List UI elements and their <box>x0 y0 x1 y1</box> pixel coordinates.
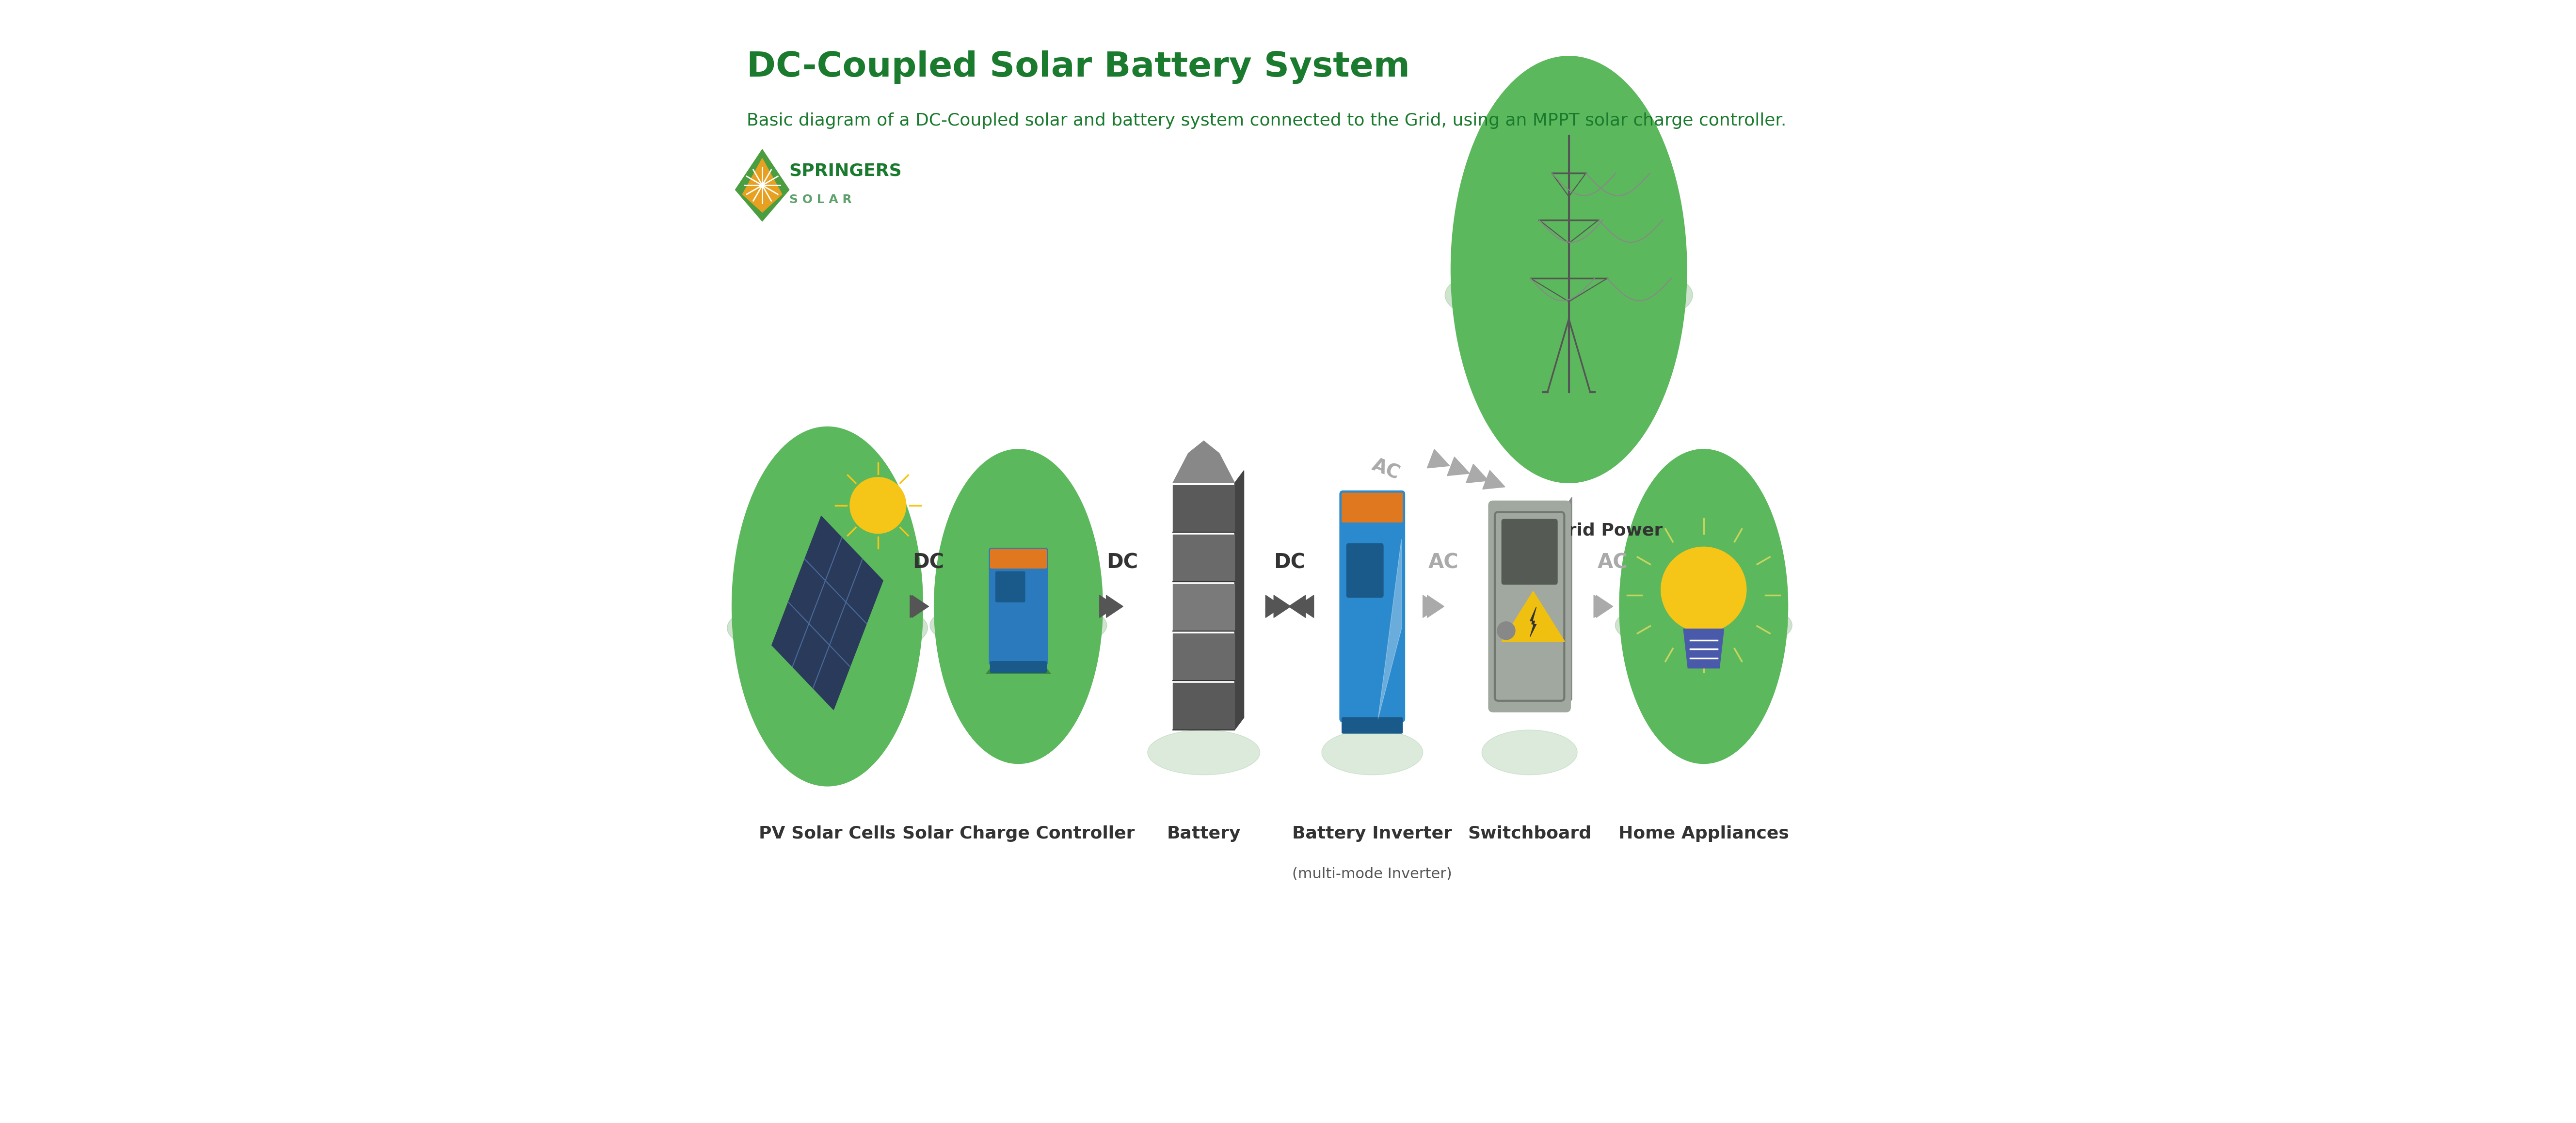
Text: AC: AC <box>1427 553 1458 573</box>
Polygon shape <box>1288 595 1306 618</box>
Text: Basic diagram of a DC-Coupled solar and battery system connected to the Grid, us: Basic diagram of a DC-Coupled solar and … <box>747 112 1785 129</box>
Text: AC: AC <box>1597 553 1628 573</box>
Text: Switchboard: Switchboard <box>1468 825 1592 842</box>
Ellipse shape <box>930 597 1108 652</box>
Polygon shape <box>912 595 930 618</box>
FancyBboxPatch shape <box>1347 544 1383 597</box>
Ellipse shape <box>1450 56 1687 483</box>
Ellipse shape <box>935 449 1103 764</box>
FancyBboxPatch shape <box>989 549 1046 568</box>
Polygon shape <box>1100 595 1115 618</box>
Polygon shape <box>1595 595 1610 618</box>
Polygon shape <box>1172 633 1234 681</box>
Text: Solar Charge Controller: Solar Charge Controller <box>902 825 1133 842</box>
Ellipse shape <box>732 427 922 786</box>
Text: DC: DC <box>1108 553 1139 573</box>
Polygon shape <box>1172 485 1234 532</box>
Text: SPRINGERS: SPRINGERS <box>788 163 902 179</box>
Polygon shape <box>1502 591 1564 641</box>
Polygon shape <box>1566 497 1571 707</box>
Ellipse shape <box>1445 258 1692 332</box>
Text: Battery Inverter: Battery Inverter <box>1293 825 1453 842</box>
Ellipse shape <box>1321 730 1422 775</box>
FancyBboxPatch shape <box>1342 493 1401 522</box>
Text: S O L A R: S O L A R <box>788 194 853 206</box>
Polygon shape <box>1378 539 1401 719</box>
Circle shape <box>1497 622 1515 640</box>
Ellipse shape <box>726 596 927 659</box>
Text: Battery: Battery <box>1167 825 1242 842</box>
Ellipse shape <box>1615 597 1793 652</box>
Polygon shape <box>1422 595 1440 618</box>
FancyBboxPatch shape <box>997 572 1025 602</box>
Ellipse shape <box>1481 730 1577 775</box>
Polygon shape <box>1172 584 1234 631</box>
Polygon shape <box>1234 471 1244 730</box>
Polygon shape <box>1484 471 1504 490</box>
Circle shape <box>1662 547 1747 632</box>
Text: PV Solar Cells: PV Solar Cells <box>760 825 896 842</box>
Polygon shape <box>742 158 783 212</box>
Polygon shape <box>987 660 1051 674</box>
FancyBboxPatch shape <box>1342 718 1401 733</box>
Polygon shape <box>1530 606 1535 637</box>
FancyBboxPatch shape <box>989 661 1046 673</box>
Polygon shape <box>1685 629 1723 668</box>
Text: DC: DC <box>912 553 945 573</box>
FancyBboxPatch shape <box>1340 491 1404 722</box>
FancyBboxPatch shape <box>989 548 1048 665</box>
Text: Grid Power: Grid Power <box>1553 522 1662 539</box>
Circle shape <box>850 477 907 533</box>
Text: DC-Coupled Solar Battery System: DC-Coupled Solar Battery System <box>747 51 1409 84</box>
Polygon shape <box>1466 464 1489 483</box>
Polygon shape <box>1427 595 1445 618</box>
Ellipse shape <box>1620 449 1788 764</box>
Polygon shape <box>1105 595 1123 618</box>
Polygon shape <box>734 149 788 221</box>
Text: AC: AC <box>1370 456 1401 483</box>
Polygon shape <box>909 595 927 618</box>
FancyBboxPatch shape <box>1502 519 1558 584</box>
Ellipse shape <box>1146 730 1260 775</box>
Polygon shape <box>1273 595 1291 618</box>
Polygon shape <box>1172 441 1234 483</box>
Polygon shape <box>1597 595 1613 618</box>
FancyBboxPatch shape <box>1489 501 1571 712</box>
Polygon shape <box>1172 535 1234 582</box>
Polygon shape <box>1172 683 1234 730</box>
Polygon shape <box>1427 449 1450 468</box>
Text: DC: DC <box>1275 553 1306 573</box>
Polygon shape <box>1296 595 1314 618</box>
Polygon shape <box>773 517 884 710</box>
Text: (multi-mode Inverter): (multi-mode Inverter) <box>1293 867 1453 882</box>
Polygon shape <box>1265 595 1283 618</box>
Text: Home Appliances: Home Appliances <box>1618 825 1788 842</box>
Polygon shape <box>1448 457 1471 476</box>
